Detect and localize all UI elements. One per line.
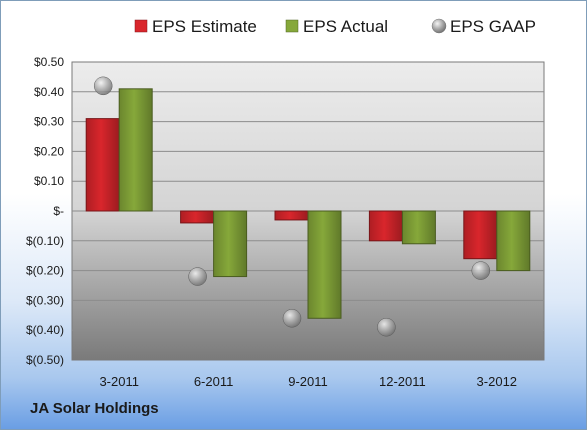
legend-label: EPS Actual [303, 17, 388, 36]
x-tick-label: 9-2011 [288, 374, 328, 389]
x-tick-label: 3-2011 [99, 374, 139, 389]
eps-gaap-marker-3-2012 [471, 261, 491, 280]
company-name: JA Solar Holdings [30, 400, 159, 417]
legend-swatch-1 [285, 19, 299, 33]
eps-estimate-bar-9-2011 [274, 210, 309, 221]
eps-actual-bar-12-2011 [401, 210, 436, 245]
eps-estimate-bar-6-2011 [180, 210, 215, 224]
legend-label: EPS GAAP [450, 17, 536, 36]
eps-actual-bar-6-2011 [213, 210, 248, 278]
y-tick-label: $0.40 [34, 85, 64, 99]
y-tick-label: $(0.40) [26, 323, 64, 337]
eps-estimate-bar-12-2011 [368, 210, 403, 242]
x-tick-label: 6-2011 [194, 374, 234, 389]
y-tick-label: $0.50 [34, 55, 64, 69]
y-tick-label: $(0.50) [26, 353, 64, 367]
y-tick-label: $(0.20) [26, 264, 64, 278]
eps-gaap-marker-12-2011 [377, 317, 396, 337]
legend-label: EPS Estimate [152, 17, 257, 36]
y-tick-label: $0.30 [34, 115, 64, 129]
y-tick-label: $(0.10) [26, 234, 64, 248]
y-tick-label: $- [53, 204, 64, 218]
y-tick-label: $0.10 [34, 174, 64, 188]
eps-estimate-bar-3-2011 [85, 118, 120, 212]
y-tick-label: $0.20 [34, 144, 64, 158]
legend-swatch-0 [134, 19, 148, 33]
x-tick-label: 12-2011 [379, 374, 426, 389]
eps-actual-bar-9-2011 [307, 210, 342, 319]
y-tick-label: $(0.30) [26, 293, 64, 307]
x-tick-label: 3-2012 [477, 374, 517, 389]
eps-actual-bar-3-2011 [118, 88, 153, 212]
eps-estimate-bar-3-2012 [463, 210, 498, 260]
legend-marker-gaap [431, 18, 447, 34]
eps-gaap-marker-3-2011 [93, 76, 113, 96]
eps-gaap-marker-6-2011 [188, 267, 207, 286]
eps-gaap-marker-9-2011 [282, 309, 302, 328]
eps-actual-bar-3-2012 [496, 210, 531, 272]
